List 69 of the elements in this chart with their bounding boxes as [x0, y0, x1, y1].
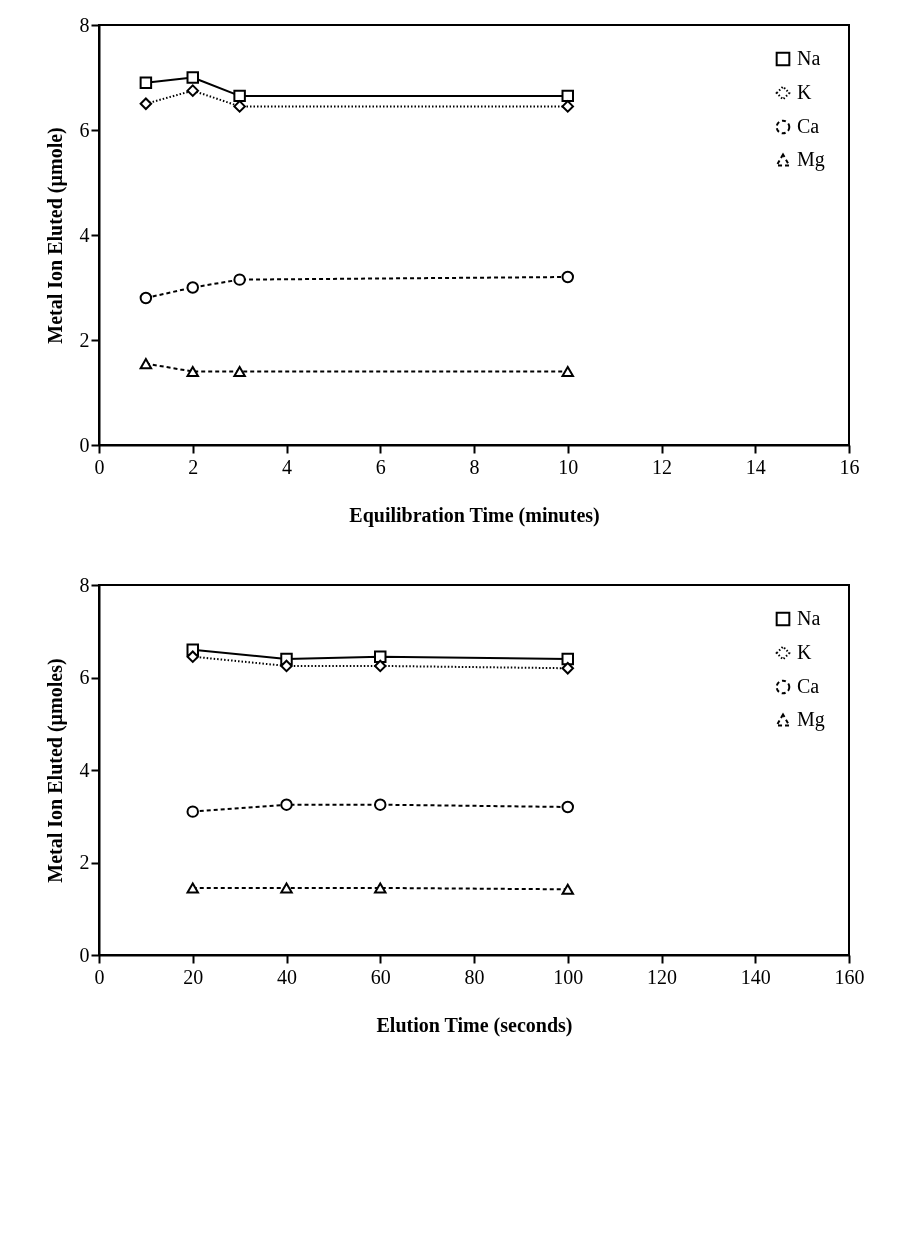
legend-label: K — [797, 81, 812, 103]
point — [374, 659, 387, 673]
y-tick-label: 4 — [79, 223, 90, 246]
point — [186, 365, 199, 378]
point — [561, 800, 574, 814]
point — [233, 365, 246, 378]
legend-label: Na — [797, 47, 821, 69]
point — [561, 365, 574, 378]
legend-label: Ca — [797, 675, 820, 697]
x-tick-label: 80 — [464, 965, 485, 988]
x-tick-label: 100 — [553, 965, 584, 988]
point — [233, 273, 246, 286]
legend-label: Mg — [797, 148, 825, 171]
point — [186, 650, 199, 663]
point — [233, 100, 246, 113]
x-tick-label: 16 — [839, 455, 860, 478]
point — [186, 882, 199, 894]
point — [139, 291, 153, 305]
x-tick-label: 6 — [375, 455, 386, 478]
point — [561, 89, 574, 103]
point — [561, 883, 574, 895]
y-tick-label: 2 — [79, 851, 90, 873]
point — [374, 650, 387, 663]
x-tick-label: 160 — [834, 965, 865, 988]
point — [280, 882, 293, 894]
x-tick-label: 0 — [94, 965, 105, 988]
y-tick-label: 4 — [79, 758, 90, 781]
legend-label: Mg — [797, 708, 825, 731]
y-tick-label: 0 — [79, 433, 90, 456]
x-axis-title: Equilibration Time (minutes) — [349, 503, 600, 527]
point — [139, 358, 153, 370]
point — [139, 76, 153, 89]
point — [561, 270, 574, 284]
y-tick-label: 8 — [79, 13, 90, 36]
point — [139, 97, 153, 110]
legend-label: Ca — [797, 115, 820, 137]
point — [186, 71, 199, 84]
point — [186, 281, 199, 294]
x-axis-title: Elution Time (seconds) — [376, 1013, 573, 1037]
point — [561, 662, 574, 675]
point — [186, 805, 199, 818]
x-tick-label: 60 — [370, 965, 391, 988]
x-tick-label: 10 — [558, 455, 579, 478]
point — [374, 882, 387, 894]
legend-label: Na — [797, 607, 821, 629]
y-axis-title: Metal Ion Eluted (µmoles) — [43, 658, 67, 883]
x-tick-label: 14 — [745, 455, 766, 478]
x-tick-label: 12 — [652, 455, 672, 478]
x-tick-label: 140 — [740, 965, 771, 988]
x-tick-label: 120 — [647, 965, 677, 988]
x-tick-label: 20 — [183, 965, 204, 988]
y-tick-label: 0 — [79, 943, 90, 966]
point — [280, 659, 293, 673]
y-axis-title: Metal Ion Eluted (µmole) — [43, 127, 67, 344]
x-tick-label: 40 — [277, 965, 297, 988]
point — [186, 84, 199, 97]
point — [374, 798, 387, 811]
y-tick-label: 8 — [79, 573, 90, 596]
y-tick-label: 6 — [79, 666, 90, 688]
legend-label: K — [797, 641, 812, 663]
y-tick-label: 2 — [79, 328, 90, 351]
point — [561, 100, 574, 113]
y-tick-label: 6 — [79, 118, 90, 141]
point — [233, 89, 246, 103]
x-tick-label: 2 — [188, 455, 199, 478]
x-tick-label: 4 — [282, 455, 292, 478]
point — [280, 798, 293, 811]
x-tick-label: 0 — [94, 455, 105, 478]
x-tick-label: 8 — [469, 455, 480, 478]
